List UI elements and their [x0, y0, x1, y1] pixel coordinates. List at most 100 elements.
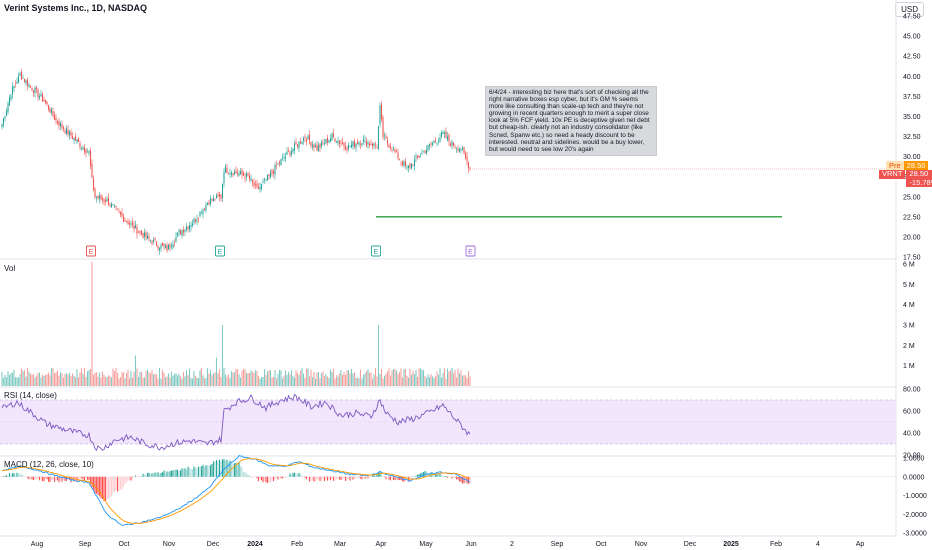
candle-body: [260, 183, 263, 189]
price-tick-label: 42.50: [903, 54, 921, 61]
candle-body: [170, 246, 173, 247]
candle-body: [62, 127, 65, 130]
volume-bar: [104, 377, 107, 386]
volume-bar: [115, 367, 117, 386]
macd-histogram-bar: [299, 474, 302, 477]
price-tick-label: 22.50: [903, 214, 921, 221]
candle-body: [148, 236, 150, 239]
candle-body: [422, 151, 425, 153]
macd-histogram-bar: [14, 475, 17, 477]
candle-body: [449, 143, 452, 146]
candle-body: [88, 151, 90, 154]
rsi-tick-label: 80.00: [903, 387, 921, 394]
macd-histogram-bar: [164, 472, 167, 477]
volume-bar: [16, 377, 18, 386]
volume-tick-label: 6 M: [903, 262, 915, 269]
volume-bar: [107, 375, 110, 386]
macd-histogram-bar: [94, 476, 96, 494]
candle-body: [338, 140, 341, 144]
candle-body: [445, 131, 447, 138]
candle-body: [134, 225, 137, 229]
macd-histogram-bar: [187, 466, 189, 477]
time-tick-label: Oct: [596, 541, 607, 548]
volume-bar: [406, 375, 408, 386]
candle-body: [412, 164, 414, 166]
macd-histogram-bar: [317, 476, 320, 480]
earnings-marker: [215, 245, 225, 257]
volume-bar: [344, 374, 347, 386]
candle-body: [286, 151, 288, 155]
macd-histogram-bar: [314, 476, 317, 481]
macd-histogram-bar: [134, 475, 137, 477]
candle-body: [25, 80, 27, 84]
macd-histogram-bar: [394, 476, 396, 481]
volume-bar: [415, 370, 417, 386]
volume-bar: [407, 377, 410, 386]
candle-body: [215, 195, 218, 199]
macd-histogram-bar: [350, 476, 353, 478]
volume-bar: [127, 369, 129, 386]
candle-body: [226, 167, 228, 173]
candle-body: [287, 150, 290, 152]
macd-histogram-bar: [29, 476, 32, 479]
candle-body: [293, 143, 296, 151]
candle-body: [436, 142, 438, 143]
candle-body: [340, 143, 342, 144]
macd-histogram-bar: [175, 469, 177, 477]
candle-body: [20, 71, 23, 80]
volume-bar: [190, 378, 192, 386]
last-price-tag: VRNT 28.50 -15.78%: [879, 169, 932, 187]
symbol-label: VRNT: [879, 169, 906, 179]
volume-bar: [203, 378, 206, 386]
volume-bar: [262, 376, 264, 386]
volume-bar: [314, 378, 317, 386]
volume-bar: [64, 373, 66, 386]
candle-body: [383, 135, 386, 136]
macd-histogram-bar: [64, 476, 66, 481]
candle-body: [278, 161, 281, 164]
annotation-note[interactable]: 6/4/24 - interesting biz here that's sor…: [485, 86, 657, 156]
volume-bar: [35, 375, 38, 386]
macd-histogram-bar: [271, 476, 273, 481]
macd-histogram-bar: [373, 474, 375, 477]
volume-bar: [100, 377, 102, 386]
candle-body: [344, 146, 347, 150]
macd-histogram-bar: [61, 476, 63, 482]
volume-bar: [40, 377, 42, 386]
volume-bar: [226, 376, 228, 386]
earnings-marker: [86, 245, 96, 257]
volume-bar: [131, 377, 134, 386]
candle-body: [28, 84, 30, 88]
volume-bar: [47, 372, 50, 386]
candle-body: [320, 141, 323, 147]
volume-bar: [34, 377, 36, 386]
volume-bar: [140, 371, 143, 386]
candle-body: [118, 211, 120, 212]
price-tick-label: 20.00: [903, 234, 921, 241]
volume-bar: [313, 372, 315, 386]
time-tick-label: Nov: [635, 541, 648, 548]
candle-body: [112, 204, 114, 206]
volume-bar: [436, 371, 438, 386]
last-price-value: 28.50: [909, 169, 929, 178]
candle-body: [212, 197, 215, 202]
candle-body: [106, 199, 108, 202]
candle-body: [101, 198, 104, 200]
candle-body: [307, 136, 309, 140]
volume-bar: [427, 374, 429, 386]
candle-body: [299, 142, 302, 144]
macd-histogram-bar: [452, 476, 455, 477]
macd-histogram-bar: [172, 470, 174, 477]
volume-bar: [365, 370, 368, 386]
volume-bar: [338, 373, 341, 386]
macd-histogram-bar: [256, 476, 258, 479]
macd-histogram-bar: [124, 476, 126, 484]
macd-histogram-bar: [119, 476, 122, 490]
volume-bar: [136, 368, 138, 386]
macd-histogram-bar: [380, 474, 383, 477]
volume-bar: [181, 378, 183, 386]
volume-bar: [358, 378, 360, 386]
macd-histogram-bar: [179, 470, 182, 477]
